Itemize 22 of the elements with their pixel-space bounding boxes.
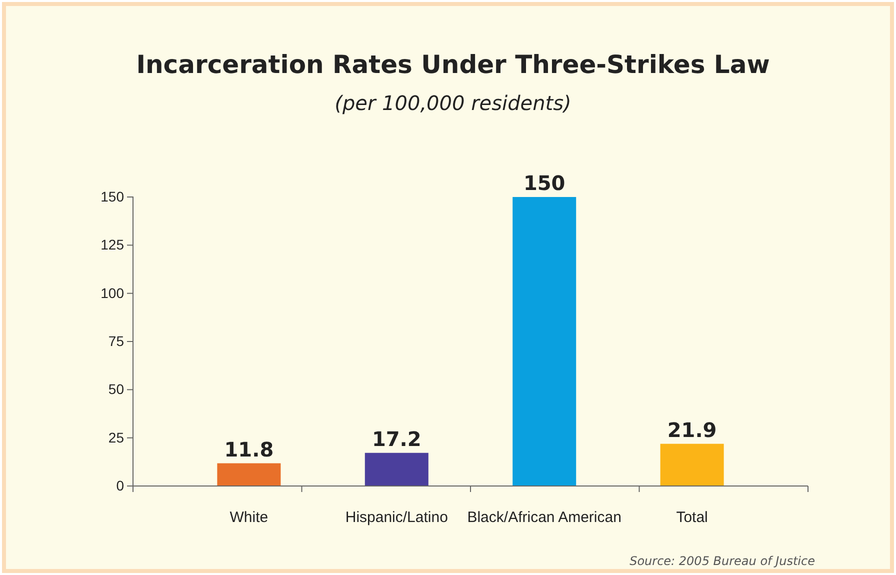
y-tick-label: 125	[100, 236, 124, 253]
chart-title: Incarceration Rates Under Three-Strikes Law	[136, 50, 770, 79]
y-tick-label: 100	[100, 284, 124, 301]
data-label: 11.8	[224, 437, 274, 462]
y-tick-label: 25	[108, 429, 124, 446]
bar	[660, 444, 724, 486]
data-label: 21.9	[667, 418, 717, 442]
data-label: 150	[523, 171, 566, 195]
bar	[217, 463, 281, 486]
y-tick-label: 150	[100, 188, 124, 204]
data-label: 17.2	[372, 426, 422, 451]
y-tick-label: 50	[108, 381, 124, 398]
bar	[364, 452, 428, 486]
bar	[512, 197, 576, 486]
x-tick-label: Total	[676, 509, 708, 526]
source-note: Source: 2005 Bureau of Justice	[630, 554, 815, 568]
x-tick-label: Black/African American	[467, 509, 622, 526]
x-tick-label: White	[230, 509, 268, 526]
chart-subtitle: (per 100,000 residents)	[334, 91, 572, 115]
x-tick-label: Hispanic/Latino	[345, 509, 448, 526]
y-tick-label: 75	[108, 332, 124, 349]
y-tick-label: 0	[116, 477, 124, 494]
